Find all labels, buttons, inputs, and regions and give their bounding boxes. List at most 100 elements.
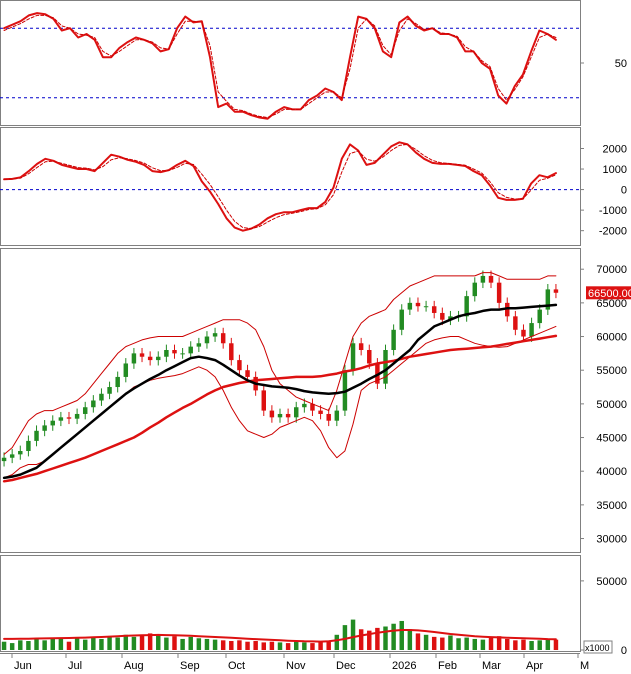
macd-tick-label: -2000 [599,226,627,238]
price-candle-body [196,343,202,347]
price-candle-body [302,403,307,408]
price-tick-label: 45000 [596,433,627,445]
macd-tick-label: 1000 [603,164,627,176]
volume-bar [456,638,461,650]
price-candle-body [91,400,96,408]
price-candle-body [464,296,469,317]
volume-bar [147,633,153,650]
price-candle-body [172,350,177,354]
month-tick-label: Oct [228,660,245,672]
volume-unit-label: x1000 [585,643,610,653]
price-tick-label: 65000 [596,298,627,310]
axis-ticks: 50 2000 1000 0 -1000 -2000 70000 65000 60000 5500… [580,58,627,657]
price-candle-body [18,451,23,455]
price-candle-body [220,333,226,344]
macd-tick-label: 2000 [603,143,627,155]
volume-bar [131,636,137,650]
volume-bar [318,642,323,650]
volume-bar [156,634,161,650]
long-moving-average-line [2,334,558,483]
volume-bar [294,641,299,650]
volume-tick-label: 0 [621,645,627,657]
volume-bar [172,636,177,650]
oscillator-panel-frame [0,0,581,126]
volume-bar [74,638,80,650]
month-tick-label: Aug [124,660,144,672]
indicator-lines [2,12,558,643]
volume-bar [553,639,559,650]
volume-bar [358,629,364,650]
volume-bar [521,639,526,650]
volume-bar [480,639,486,650]
month-tick-label: Dec [336,660,356,672]
price-tick-label: 60000 [596,332,627,344]
volume-bar [310,643,315,650]
price-candle-body [545,289,551,310]
volume-bar [82,639,88,650]
price-candle-body [269,410,275,418]
month-tick-label: Feb [438,660,457,672]
price-candle-body [115,376,120,388]
volume-bar [383,626,388,650]
volume-bar [545,638,551,650]
price-tick-label: 70000 [596,264,627,276]
price-candle-body [156,356,161,361]
price-candle-body [448,316,453,320]
volume-bar [496,636,502,650]
volume-bars [1,619,559,650]
macd-panel-frame [0,127,581,246]
price-candle-body [164,350,169,357]
panel-frames [0,0,581,652]
last-price-label: 66500.00 [588,288,631,300]
volume-unit-box [583,640,613,654]
price-candle-body [326,413,331,421]
volume-bar [505,638,510,650]
volume-bar [115,637,120,650]
volume-bar [253,641,258,650]
price-candle-body [310,403,315,411]
price-tick-label: 40000 [596,466,627,478]
volume-bar [107,636,112,650]
short-moving-average-line [2,303,558,480]
price-candle-body [107,387,112,394]
price-tick-label: 30000 [596,534,627,546]
month-axis: Jun Jul Aug Sep Oct Nov Dec 2026 Feb Mar Apr M [0,653,589,672]
volume-bar [537,640,542,650]
macd-tick-label: -1000 [599,205,627,217]
volume-average-line [3,629,557,643]
last-price-box [586,286,631,300]
volume-bar [26,641,31,650]
oscillator-tick-label: 50 [615,58,627,70]
price-candle-body [34,430,39,441]
price-candle-body [285,413,291,418]
volume-bar [180,638,185,650]
price-candle-body [237,360,242,371]
price-candle-body [74,413,80,419]
volume-bar [326,641,331,650]
volume-bar [123,634,129,650]
macd-line-2 [3,143,557,230]
price-panel-frame [0,248,581,553]
price-candle-body [131,353,137,364]
price-candle-body [26,440,31,451]
price-candle-body [123,363,129,377]
volume-bar [245,641,250,650]
volume-bar [472,638,478,650]
price-candle-body [407,302,413,310]
volume-bar [229,641,234,650]
price-tick-label: 55000 [596,365,627,377]
month-tick-label: 2026 [392,660,416,672]
month-tick-label: Sep [180,660,200,672]
price-candle-body [294,407,299,418]
price-candle-body [42,425,47,431]
macd-line-1 [3,141,557,232]
last-price-marker: 66500.00 [586,286,631,300]
volume-bar [423,634,429,650]
volume-bar [50,637,55,650]
price-candle-body [440,312,445,320]
volume-bar [440,637,445,650]
volume-bar [196,638,202,650]
price-candle-body [66,417,72,419]
price-candle-body [399,309,404,330]
price-candle-body [350,343,356,371]
